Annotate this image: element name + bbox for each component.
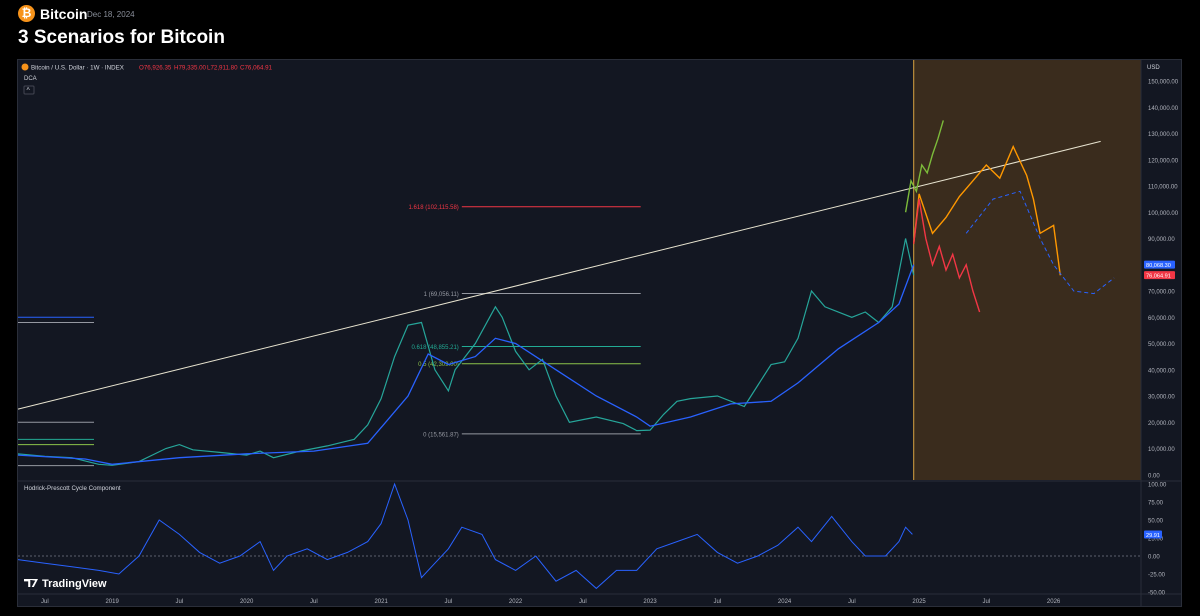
osc-last-box [1144,530,1162,539]
scenario-path-0 [904,120,944,213]
y-tick-11: 110,000.00 [1148,185,1178,191]
y-tick-14: 140,000.00 [1148,106,1179,112]
osc-y-tick-1: -25.00 [1148,573,1166,579]
x-tick-5: 2021 [374,599,388,605]
y-tick-10: 100,000.00 [1148,211,1179,217]
post-date: Dec 18, 2024 [87,10,135,19]
osc-y-tick-5: 75.00 [1148,501,1164,507]
ohlc-high: H79,335.00 [174,65,207,72]
osc-y-tick-3: 25.00 [1148,537,1164,543]
osc-y-tick-0: -50.00 [1148,591,1166,597]
osc-last-label: 29.91 [1146,533,1160,539]
symbol-name: Bitcoin / U.S. Dollar · 1W · INDEX [31,65,124,72]
x-tick-0: Jul [41,599,49,605]
tradingview-label: TradingView [42,578,107,590]
chevron-up-icon: ^ [27,88,31,95]
oscillator-title: Hodrick-Prescott Cycle Component [24,485,121,492]
y-tick-4: 40,000.00 [1148,368,1175,374]
x-tick-6: Jul [445,599,453,605]
x-tick-12: Jul [848,599,856,605]
x-tick-9: 2023 [643,599,657,605]
y-tick-9: 90,000.00 [1148,237,1175,243]
channel-name[interactable]: Bitcoin [40,6,88,22]
x-tick-8: Jul [579,599,587,605]
y-tick-12: 120,000.00 [1148,158,1179,164]
y-tick-5: 50,000.00 [1148,342,1175,348]
y-tick-6: 60,000.00 [1148,316,1175,322]
future-zone [913,60,1141,480]
last-price-label-0: 80,068.30 [1146,263,1171,269]
dca-line [17,264,915,465]
x-tick-7: 2022 [509,599,523,605]
ohlc-low: L72,911.80 [207,65,238,72]
x-tick-1: 2019 [105,599,119,605]
scenario-path-2 [913,198,981,313]
x-tick-4: Jul [310,599,318,605]
osc-y-tick-4: 50.00 [1148,519,1164,525]
ohlc-close: C76,064.91 [240,65,273,72]
last-price-box-1 [1144,271,1175,280]
fib-label-1: 1 (69,056.11) [424,292,459,298]
y-tick-15: 150,000.00 [1148,80,1179,86]
x-tick-15: 2026 [1047,599,1061,605]
collapse-button [23,85,35,95]
osc-y-tick-2: 0.00 [1148,555,1160,561]
price-line [17,238,915,466]
x-tick-11: 2024 [778,599,792,605]
x-tick-2: Jul [176,599,184,605]
tradingview-logo: TradingView [24,578,107,590]
y-tick-3: 30,000.00 [1148,395,1175,401]
ohlc-open: O76,926.35 [139,65,172,72]
oscillator-line [17,482,913,590]
x-tick-3: 2020 [240,599,254,605]
indicator-label: DCA [24,76,37,82]
osc-y-tick-6: 100.00 [1148,483,1167,489]
x-tick-13: 2025 [912,599,926,605]
fib-label-3: 0.5 (42,309.00) [418,362,459,368]
scenario-path-1 [913,144,1061,276]
last-price-box-0 [1144,260,1175,269]
fib-label-4: 0 (15,561.87) [423,432,459,438]
x-tick-14: Jul [982,599,990,605]
symbol-icon [21,63,29,71]
fib-label-0: 1.618 (102,115.58) [409,205,459,211]
header-bar: ₿ Bitcoin Dec 18, 2024 [0,0,1200,28]
y-tick-1: 10,000.00 [1148,447,1175,453]
y-tick-0: 0.00 [1148,473,1160,479]
y-tick-2: 20,000.00 [1148,421,1175,427]
currency-label: USD [1147,65,1160,71]
y-tick-7: 70,000.00 [1148,290,1175,296]
fib-label-2: 0.618 (48,855.21) [411,345,458,351]
last-price-label-1: 76,064.91 [1146,274,1171,280]
bitcoin-logo-icon: ₿ [18,5,35,22]
y-tick-13: 130,000.00 [1148,132,1179,138]
tradingview-mark-icon [24,579,38,587]
x-tick-10: Jul [714,599,722,605]
trendline [17,140,1101,410]
page-title: 3 Scenarios for Bitcoin [18,27,225,48]
